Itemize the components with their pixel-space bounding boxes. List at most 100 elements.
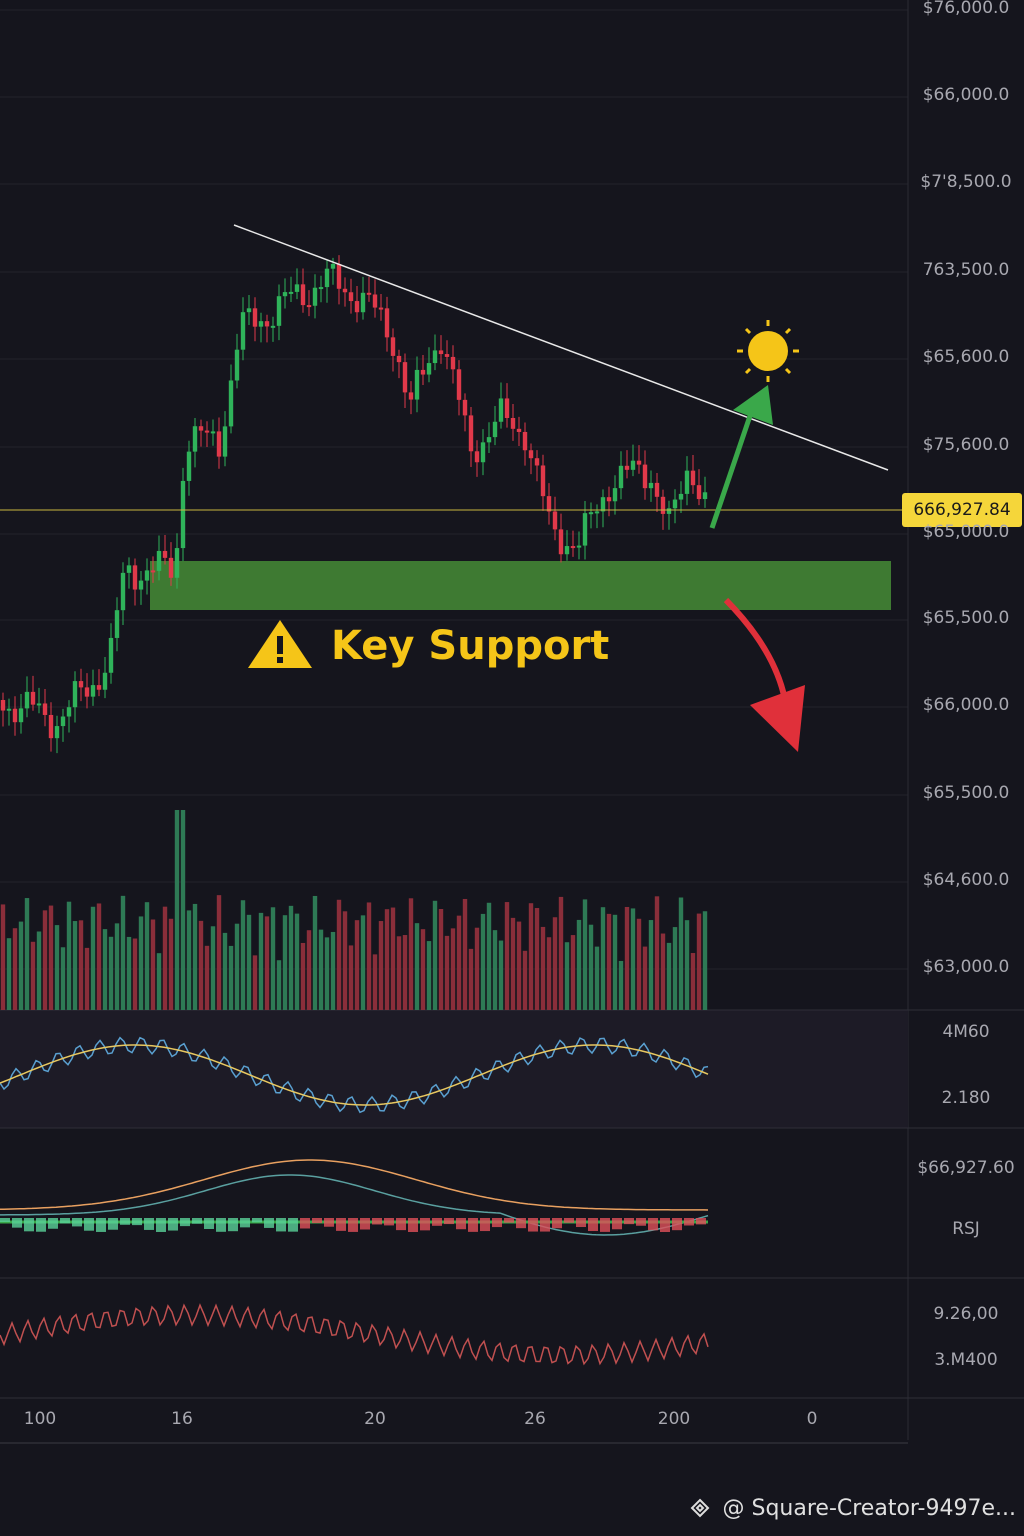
- macd-histogram: [312, 1218, 322, 1224]
- candle-body: [354, 301, 360, 313]
- volume-bar: [402, 935, 408, 1010]
- candle-body: [246, 308, 252, 313]
- candle-body: [36, 703, 42, 706]
- candle-body: [12, 708, 18, 723]
- candle-body: [318, 287, 324, 290]
- macd-histogram: [552, 1218, 562, 1229]
- candle-body: [30, 691, 36, 705]
- volume-bar: [306, 930, 312, 1010]
- time-axis-label: 200: [658, 1409, 690, 1429]
- macd-line: [0, 1159, 709, 1211]
- volume-bar: [534, 908, 540, 1010]
- volume-bar: [186, 910, 192, 1010]
- time-axis-label: 0: [807, 1409, 818, 1429]
- candle-body: [312, 287, 318, 306]
- candle-body: [108, 637, 114, 673]
- price-axis-label: $66,000.0: [923, 695, 1010, 715]
- price-axis-label: $65,000.0: [923, 522, 1010, 542]
- macd-histogram: [540, 1218, 550, 1232]
- candle-body: [606, 497, 612, 502]
- macd-histogram: [612, 1218, 622, 1230]
- volume-bar: [486, 902, 492, 1010]
- volume-bar: [426, 941, 432, 1010]
- volume-bar: [276, 960, 282, 1010]
- volume-bar: [504, 902, 510, 1010]
- macd-histogram: [216, 1218, 226, 1232]
- candle-body: [378, 307, 384, 310]
- volume-bar: [78, 920, 84, 1010]
- volume-bar: [354, 920, 360, 1010]
- volume-bar: [210, 926, 216, 1010]
- candle-body: [546, 496, 552, 512]
- macd-histogram: [336, 1218, 346, 1231]
- candle-body: [396, 355, 402, 363]
- macd-histogram: [324, 1218, 334, 1227]
- candle-body: [636, 460, 642, 465]
- candle-body: [126, 565, 132, 573]
- macd-histogram: [636, 1218, 646, 1226]
- time-axis-label: 100: [24, 1409, 56, 1429]
- volume-bar: [90, 906, 96, 1010]
- macd-histogram: [444, 1218, 454, 1225]
- candle-body: [96, 685, 102, 690]
- candles: [0, 255, 708, 754]
- candle-body: [462, 399, 468, 416]
- volume-bar: [222, 932, 228, 1010]
- volume-bar: [600, 907, 606, 1010]
- volume-bar: [30, 941, 36, 1010]
- candle-body: [558, 529, 564, 555]
- up-arrow-head: [733, 385, 773, 425]
- volume-bar: [228, 945, 234, 1010]
- volume-bar: [108, 936, 114, 1010]
- candle-body: [552, 511, 558, 530]
- candle-body: [438, 350, 444, 355]
- volume-bar: [630, 908, 636, 1010]
- candle-body: [576, 545, 582, 548]
- candle-body: [528, 450, 534, 459]
- volume-bar: [528, 903, 534, 1010]
- down-arrow: [723, 597, 788, 701]
- volume-bar: [258, 912, 264, 1010]
- volume-bar: [552, 917, 558, 1010]
- candle-body: [84, 687, 90, 697]
- candle-body: [540, 465, 546, 497]
- macd-histogram: [60, 1218, 70, 1224]
- macd-histogram: [348, 1218, 358, 1232]
- candle-body: [72, 681, 78, 708]
- macd-histogram: [516, 1218, 526, 1229]
- volume-bar: [546, 937, 552, 1010]
- candle-body: [360, 292, 366, 313]
- macd-histogram: [84, 1218, 94, 1231]
- candle-body: [654, 482, 660, 497]
- volume-bar: [48, 905, 54, 1010]
- annotation: Key Support: [331, 623, 609, 669]
- volume-bar: [282, 915, 288, 1010]
- candle-body: [522, 431, 528, 451]
- macd-histogram: [456, 1218, 466, 1230]
- candle-body: [270, 325, 276, 328]
- volume-bar: [606, 913, 612, 1010]
- candle-body: [516, 428, 522, 432]
- volume-bar: [618, 960, 624, 1010]
- macd-histogram: [624, 1218, 634, 1225]
- candle-body: [498, 398, 504, 422]
- volume-bar: [510, 917, 516, 1010]
- candle-body: [162, 550, 168, 558]
- candle-body: [624, 465, 630, 470]
- up-arrow: [709, 409, 755, 529]
- price-axis-label: $65,500.0: [923, 783, 1010, 803]
- candle-body: [474, 451, 480, 463]
- volume-bar: [408, 898, 414, 1010]
- macd-histogram: [228, 1218, 238, 1232]
- macd-histogram: [276, 1218, 286, 1232]
- indicators: [0, 1036, 709, 1366]
- candle-body: [588, 512, 594, 515]
- macd-histogram: [384, 1218, 394, 1226]
- volume-bar: [468, 948, 474, 1010]
- volume-bar: [666, 942, 672, 1010]
- volume-bar: [336, 899, 342, 1010]
- price-axis-label: $75,600.0: [923, 435, 1010, 455]
- macd-histogram: [252, 1218, 262, 1223]
- price-axis-label: $7'8,500.0: [920, 172, 1011, 192]
